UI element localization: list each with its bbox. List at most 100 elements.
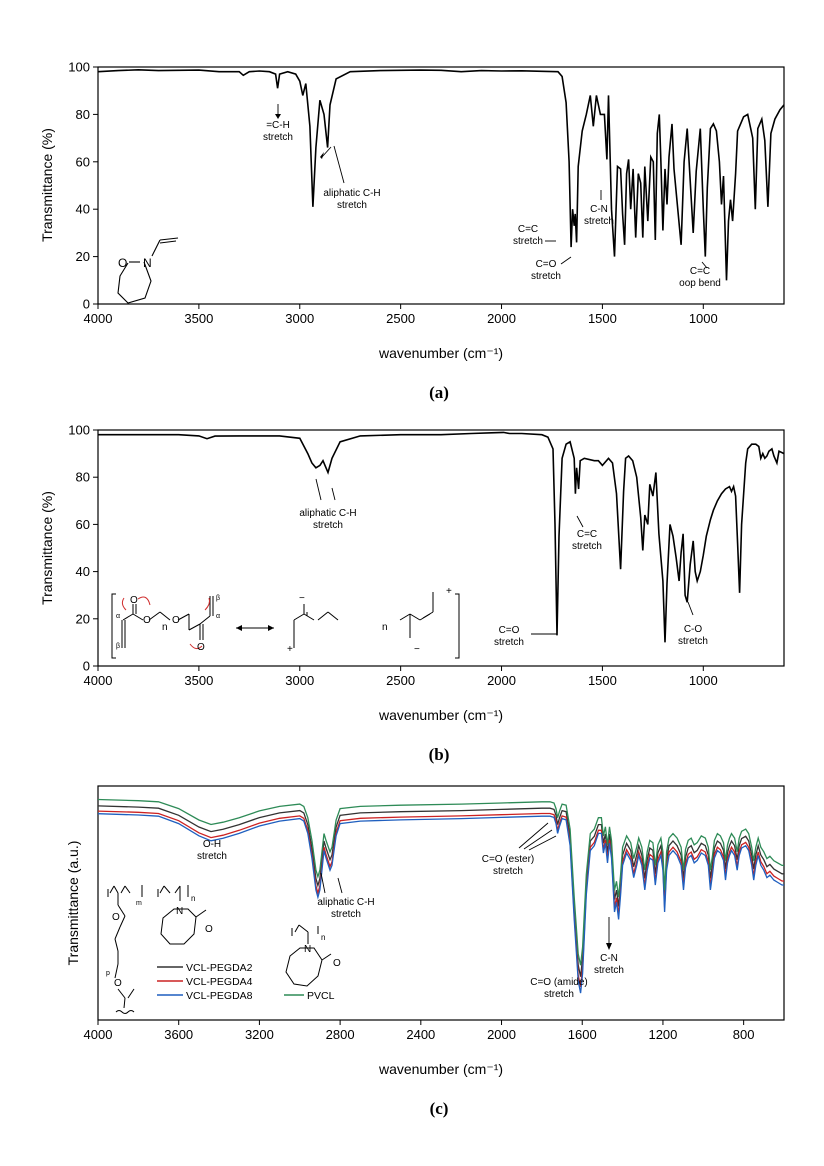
- y-tick-label: 100: [68, 423, 90, 438]
- spectrum-line: [97, 798, 784, 966]
- axis-ticks-a: 4000 3500 3000 2500 2000 1500 1000 0 20 40 60 80 100: [68, 60, 717, 327]
- structure-label: O: [333, 958, 341, 969]
- annotation-text: O-H: [203, 839, 221, 850]
- annotation-text: C=C: [577, 529, 597, 540]
- annotation-text: stretch: [572, 541, 602, 552]
- structure-label: β: [116, 643, 120, 650]
- structure-label: O: [197, 642, 205, 653]
- x-tick-label: 4000: [84, 673, 113, 688]
- x-tick-label: 1000: [689, 311, 718, 326]
- y-tick-label: 80: [76, 470, 90, 485]
- x-tick-label: 3500: [184, 673, 213, 688]
- structure-label: n: [382, 622, 388, 633]
- x-tick-label: 2000: [487, 1027, 516, 1042]
- arrowhead: [606, 943, 612, 950]
- structure-label: +: [446, 586, 452, 597]
- y-tick-label: 20: [76, 611, 90, 626]
- annotation-text: C=O: [536, 259, 557, 270]
- annotation-text: C=C: [518, 224, 538, 235]
- x-tick-label: 2500: [386, 311, 415, 326]
- arrowhead: [320, 152, 324, 159]
- annotation-text: stretch: [313, 520, 343, 531]
- legend-label: VCL-PEGDA4: [186, 976, 253, 988]
- y-tick-label: 0: [83, 659, 90, 674]
- x-axis-label-a: wavenumber (cm⁻¹): [378, 345, 503, 361]
- x-tick-label: 3600: [164, 1027, 193, 1042]
- y-tick-label: 60: [76, 517, 90, 532]
- structure-label: O: [143, 615, 151, 626]
- annotation-text: aliphatic C-H: [323, 188, 380, 199]
- x-tick-label: 2000: [487, 673, 516, 688]
- panel-c: 4000 3600 3200 2800 2400 2000 1600 1200 800 Tran…: [65, 785, 785, 1118]
- annotation-arrow: [315, 478, 322, 501]
- x-tick-label: 1200: [648, 1027, 677, 1042]
- y-axis-label-a: Transmittance (%): [39, 128, 55, 242]
- y-tick-label: 60: [76, 154, 90, 169]
- panel-a: 4000 3500 3000 2500 2000 1500 1000 0 20 40 60 80 100…: [39, 60, 785, 402]
- annotation-text: stretch: [678, 636, 708, 647]
- annotation-text: stretch: [337, 200, 367, 211]
- legend-label: VCL-PEGDA2: [186, 962, 253, 974]
- structure-label: p: [106, 970, 110, 977]
- structure-label: −: [299, 593, 305, 604]
- spectrum-line: [97, 810, 784, 988]
- x-tick-label: 800: [733, 1027, 755, 1042]
- x-tick-label: 1000: [689, 673, 718, 688]
- spectrum-line: [97, 805, 784, 977]
- structure-label: α: [116, 613, 120, 620]
- annotations-c: [320, 822, 612, 950]
- annotation-text: stretch: [544, 989, 574, 1000]
- x-tick-label: 4000: [84, 1027, 113, 1042]
- structure-label: n: [191, 894, 195, 903]
- annotation-arrow: [337, 877, 343, 894]
- spectrum-line-a: [97, 68, 785, 281]
- annotation-arrow: [320, 872, 326, 894]
- annotation-arrow: [560, 256, 572, 265]
- annotation-text: C=O (ester): [482, 854, 535, 865]
- spectrum-line-b: [98, 431, 785, 643]
- x-tick-label: 3000: [285, 673, 314, 688]
- plot-frame-b: [97, 429, 785, 667]
- structure-label: β: [216, 595, 220, 602]
- annotation-text: C-O: [684, 624, 703, 635]
- panel-b: 4000 3500 3000 2500 2000 1500 1000 0 20 40 60 80 100…: [39, 423, 785, 764]
- legend-label: PVCL: [307, 990, 335, 1002]
- x-axis-label-c: wavenumber (cm⁻¹): [378, 1061, 503, 1077]
- annotation-text: oop bend: [679, 278, 721, 289]
- spectrum-lines-c: [97, 798, 784, 994]
- structure-label: O: [205, 924, 213, 935]
- annotation-text: stretch: [493, 866, 523, 877]
- x-tick-label: 3000: [285, 311, 314, 326]
- structure-label: O: [130, 595, 138, 606]
- structure-label: +: [287, 644, 293, 655]
- structure-label: O: [118, 256, 127, 270]
- annotation-arrow: [331, 487, 336, 501]
- spectrum-line: [97, 813, 784, 994]
- annotations-b: [315, 478, 694, 635]
- annotation-arrow: [523, 829, 553, 850]
- x-tick-label: 3500: [184, 311, 213, 326]
- structure-label: n: [321, 933, 325, 942]
- copolymer-structure: [107, 885, 332, 1014]
- annotation-text: C-N: [590, 204, 608, 215]
- x-tick-label: 1500: [588, 311, 617, 326]
- annotation-text: stretch: [197, 851, 227, 862]
- structure-label: N: [176, 906, 183, 917]
- y-tick-label: 20: [76, 249, 90, 264]
- plot-frame-c: [97, 785, 785, 1021]
- annotation-text: C=C: [690, 266, 710, 277]
- annotation-arrow: [518, 822, 549, 849]
- annotations-a: [275, 104, 708, 269]
- annotation-text: stretch: [331, 909, 361, 920]
- y-tick-label: 40: [76, 202, 90, 217]
- annotation-text: stretch: [263, 132, 293, 143]
- y-axis-label-c: Transmittance (a.u.): [65, 841, 81, 966]
- y-tick-label: 100: [68, 60, 90, 75]
- annotation-text: C=O: [499, 625, 520, 636]
- plot-frame-a: [97, 66, 785, 305]
- structure-label: α: [216, 613, 220, 620]
- annotation-arrow: [333, 145, 345, 184]
- structure-label: O: [112, 912, 120, 923]
- x-tick-label: 4000: [84, 311, 113, 326]
- x-tick-label: 2000: [487, 311, 516, 326]
